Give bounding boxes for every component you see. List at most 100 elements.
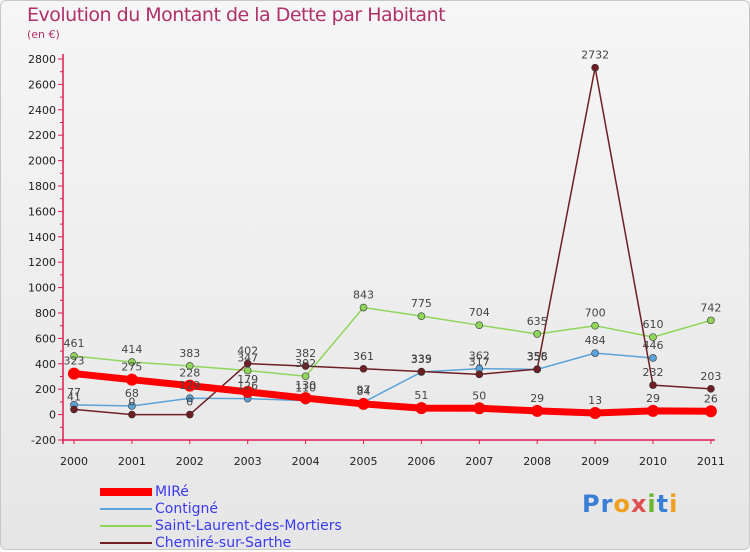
data-point-3 [359,364,368,373]
data-point-0 [647,404,659,417]
data-label-0: 179 [237,373,258,386]
y-tick-label: 200 [35,383,56,396]
data-label-0: 26 [704,392,718,405]
y-tick-label: 1800 [28,180,56,193]
data-label-3: 339 [411,353,432,366]
x-tick-label: 2009 [581,455,609,468]
data-label-1: 446 [643,339,664,352]
y-tick-label: 800 [35,307,56,320]
data-labels: 461 414 383 347 302 843 775 704 635 700 610 742 41 0 0… [64,49,722,409]
data-point-2 [707,316,715,325]
data-label-3: 0 [128,396,135,409]
data-point-2 [186,362,194,370]
y-tick-label: 2000 [28,155,56,168]
legend-swatch [100,488,152,496]
data-label-0: 275 [121,361,142,374]
data-point-0 [704,405,717,418]
x-tick-label: 2001 [118,455,146,468]
y-tick-label: 0 [49,409,56,422]
data-label-1: 126 [237,380,258,393]
data-point-2 [417,312,426,320]
y-tick-label: 2600 [28,78,56,91]
x-tick-label: 2006 [407,455,435,468]
y-tick-label: 2800 [28,53,56,66]
data-point-1 [186,394,194,403]
data-label-2: 347 [237,352,258,365]
data-point-0 [589,406,602,419]
data-point-2 [591,321,599,330]
data-label-0: 50 [472,389,486,402]
data-point-0 [68,367,80,380]
data-point-2 [70,352,78,360]
legend-label: Contigné [155,501,218,517]
y-tick-label: 1400 [28,231,56,244]
legend-label: Chemiré-sur-Sarthe [155,535,292,551]
data-point-3 [417,367,426,376]
x-tick-label: 2007 [465,455,493,468]
series-lines [73,66,712,417]
y-tick-label: 1200 [28,256,56,269]
data-point-3 [128,410,136,419]
data-label-3: 358 [527,350,548,363]
data-label-3: 203 [700,370,721,383]
data-point-3 [301,362,310,370]
data-point-0 [241,385,254,398]
data-label-3: 361 [353,350,374,363]
data-label-1: 68 [125,387,139,400]
y-tick-label: -200 [31,434,56,447]
data-point-3 [649,381,657,389]
data-point-2 [533,330,542,338]
legend-swatch [100,542,152,544]
data-label-1: 110 [295,382,316,395]
y-tick-label: 2400 [28,104,56,117]
data-label-0: 84 [357,385,371,398]
data-label-2: 742 [700,301,721,314]
x-tick-label: 2004 [292,455,320,468]
data-label-2: 635 [527,315,548,328]
series-points [68,63,717,419]
data-label-2: 414 [121,343,142,356]
x-tick-label: 2003 [234,455,262,468]
data-label-2: 775 [411,297,432,310]
data-point-0 [473,402,486,415]
data-point-3 [243,359,252,368]
y-tick-label: 400 [35,358,56,371]
legend-label: Saint-Laurent-des-Mortiers [155,518,342,534]
data-label-0: 228 [179,367,200,380]
data-point-3 [591,63,599,72]
data-point-0 [299,392,312,405]
legend-swatch [100,508,152,510]
data-point-2 [301,372,310,381]
data-label-0: 29 [530,392,544,405]
x-tick-label: 2010 [639,455,667,468]
data-label-1: 335 [411,353,432,366]
data-label-3: 0 [186,396,193,409]
data-point-2 [128,358,136,366]
data-label-2: 383 [179,347,200,360]
data-point-1 [128,402,136,410]
data-label-2: 461 [64,337,85,350]
data-label-1: 77 [67,386,81,399]
legend-swatch [100,525,152,527]
proxiti-logo: Proxiti [582,490,679,518]
x-tick-labels: 2000 2001 2002 2003 2004 2005 2006 2007 2008 2009… [60,455,725,468]
data-label-0: 130 [295,379,316,392]
data-point-3 [70,405,78,414]
data-label-2: 704 [469,306,490,319]
data-label-1: 129 [179,379,200,392]
data-point-1 [591,349,599,357]
x-tick-label: 2002 [176,455,204,468]
data-label-1: 362 [469,350,490,363]
data-label-0: 323 [64,355,85,368]
data-label-3: 232 [643,366,664,379]
data-point-2 [475,321,484,329]
x-tick-label: 2005 [350,455,378,468]
data-label-3: 2732 [581,49,609,62]
data-label-2: 843 [353,289,374,302]
data-label-3: 317 [469,355,490,368]
data-label-3: 41 [67,390,81,403]
x-tick-label: 2008 [523,455,551,468]
series-line-0 [73,370,711,417]
data-point-3 [533,365,542,373]
